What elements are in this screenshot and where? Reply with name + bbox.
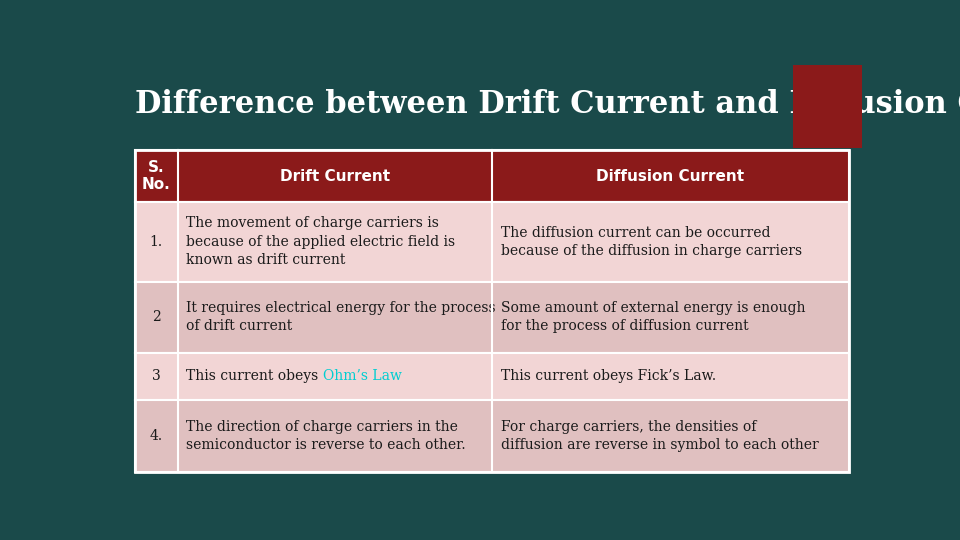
Text: 1.: 1. — [150, 235, 163, 249]
FancyBboxPatch shape — [134, 353, 849, 400]
Text: This current obeys: This current obeys — [186, 369, 323, 383]
Text: Some amount of external energy is enough
for the process of diffusion current: Some amount of external energy is enough… — [500, 301, 805, 333]
Text: 4.: 4. — [150, 429, 163, 443]
Text: Diffusion Current: Diffusion Current — [596, 168, 745, 184]
Text: It requires electrical energy for the process
of drift current: It requires electrical energy for the pr… — [186, 301, 496, 333]
Text: The movement of charge carriers is
because of the applied electric field is
know: The movement of charge carriers is becau… — [186, 217, 455, 267]
Text: 3: 3 — [152, 369, 160, 383]
Text: S.
No.: S. No. — [142, 160, 171, 192]
FancyBboxPatch shape — [134, 282, 849, 353]
Text: The direction of charge carriers in the
semiconductor is reverse to each other.: The direction of charge carriers in the … — [186, 420, 466, 452]
Text: For charge carriers, the densities of
diffusion are reverse in symbol to each ot: For charge carriers, the densities of di… — [500, 420, 818, 452]
Text: Drift Current: Drift Current — [279, 168, 390, 184]
Text: This current obeys Fick’s Law.: This current obeys Fick’s Law. — [500, 369, 716, 383]
Text: The diffusion current can be occurred
because of the diffusion in charge carrier: The diffusion current can be occurred be… — [500, 226, 802, 258]
FancyBboxPatch shape — [134, 400, 849, 472]
FancyBboxPatch shape — [134, 150, 849, 202]
Text: 2: 2 — [152, 310, 160, 324]
FancyBboxPatch shape — [134, 202, 849, 282]
FancyBboxPatch shape — [793, 65, 862, 148]
Text: Difference between Drift Current and Diffusion Currents: Difference between Drift Current and Dif… — [134, 89, 960, 120]
Text: Ohm’s Law: Ohm’s Law — [323, 369, 402, 383]
